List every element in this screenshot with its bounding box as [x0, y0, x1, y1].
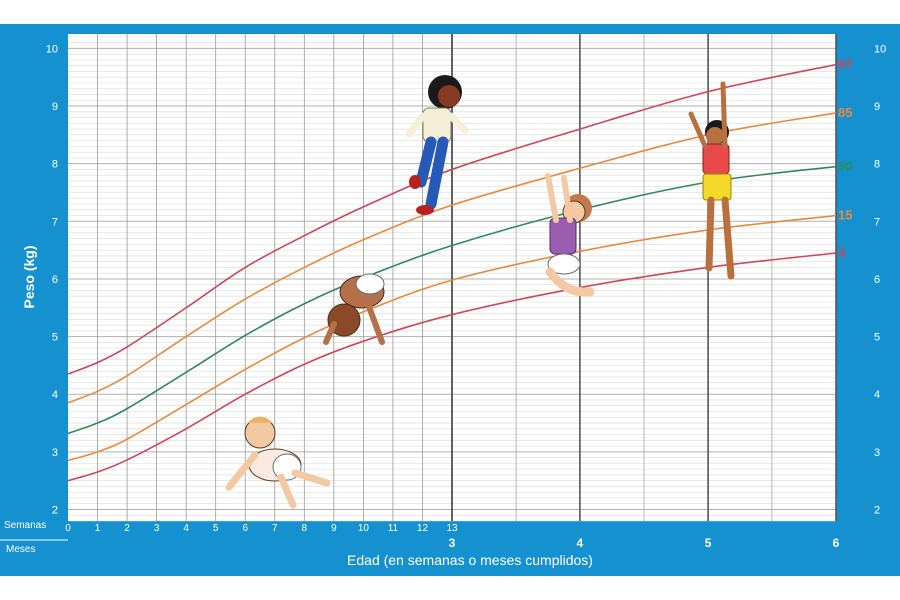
- percentile-label-15: 15: [838, 208, 852, 223]
- frame-left-band: [0, 24, 68, 576]
- y-axis-title: Peso (kg): [21, 245, 37, 308]
- week-tick-label: 8: [302, 523, 308, 534]
- y-tick-label-left: 3: [52, 447, 58, 459]
- frame-bottom-band: [0, 521, 900, 576]
- percentile-curve-3: [67, 252, 837, 482]
- y-tick-label-left: 6: [52, 274, 58, 286]
- week-tick-label: 7: [272, 523, 278, 534]
- month-tick-label: 4: [577, 536, 584, 550]
- child-standing-reaching-icon: [688, 81, 735, 280]
- y-tick-label-left: 4: [52, 389, 58, 401]
- y-tick-label-left: 2: [52, 504, 58, 516]
- toddler-walking-icon: [405, 75, 469, 215]
- month-tick-label: 3: [449, 536, 456, 550]
- week-tick-label: 3: [154, 523, 160, 534]
- frame-top-band: [0, 24, 900, 34]
- percentile-label-3: 3: [838, 245, 845, 260]
- percentile-label-97: 97: [838, 57, 852, 72]
- x-axis-title: Edad (en semanas o meses cumplidos): [347, 552, 593, 568]
- frame-right-band: [836, 24, 900, 576]
- y-tick-label-right: 4: [874, 389, 880, 401]
- y-tick-label-right: 7: [874, 216, 880, 228]
- percentile-curve-97: [67, 63, 837, 375]
- y-tick-label-left: 7: [52, 216, 58, 228]
- months-row-label: Meses: [6, 544, 35, 555]
- month-tick-label: 6: [833, 536, 840, 550]
- y-tick-label-right: 6: [874, 274, 880, 286]
- percentile-label-85: 85: [838, 105, 852, 120]
- week-tick-label: 12: [417, 523, 429, 534]
- percentile-curve-85: [67, 112, 837, 404]
- week-tick-label: 10: [358, 523, 370, 534]
- week-tick-label: 13: [446, 523, 458, 534]
- baby-on-hands-icon: [323, 273, 385, 345]
- week-tick-label: 9: [331, 523, 337, 534]
- y-tick-label-right: 8: [874, 159, 880, 171]
- y-tick-label-right: 10: [874, 43, 886, 55]
- week-tick-label: 0: [65, 523, 71, 534]
- y-tick-label-right: 2: [874, 504, 880, 516]
- week-tick-label: 5: [213, 523, 219, 534]
- week-tick-label: 1: [95, 523, 101, 534]
- y-tick-label-left: 10: [46, 43, 58, 55]
- percentile-label-50: 50: [838, 159, 852, 174]
- week-tick-label: 4: [183, 523, 189, 534]
- baby-crawling-icon: [225, 416, 331, 509]
- weeks-row-label: Semanas: [4, 520, 46, 531]
- y-tick-label-right: 9: [874, 101, 880, 113]
- week-tick-label: 2: [124, 523, 130, 534]
- percentile-curve-50: [67, 165, 837, 435]
- baby-sitting-reaching-icon: [545, 173, 595, 297]
- week-tick-label: 6: [242, 523, 248, 534]
- y-tick-label-right: 3: [874, 447, 880, 459]
- week-tick-label: 11: [388, 523, 399, 534]
- y-tick-label-left: 5: [52, 332, 58, 344]
- y-tick-label-left: 8: [52, 159, 58, 171]
- month-tick-label: 5: [705, 536, 712, 550]
- y-tick-label-right: 5: [874, 332, 880, 344]
- y-tick-label-left: 9: [52, 101, 58, 113]
